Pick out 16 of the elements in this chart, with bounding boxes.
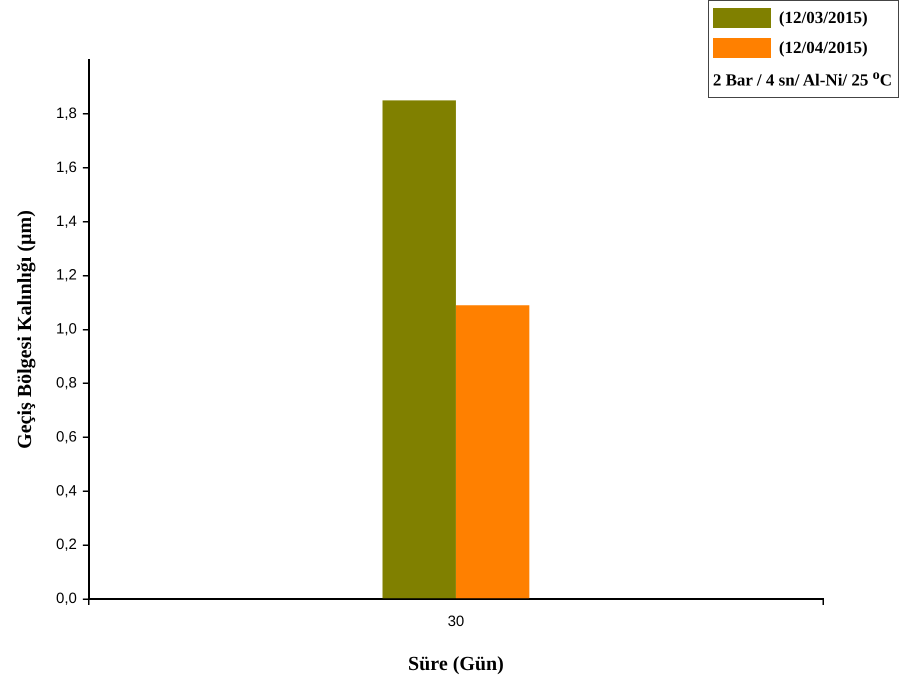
- y-tick-label: 1,6: [56, 158, 77, 176]
- x-axis-title: Süre (Gün): [408, 653, 504, 676]
- legend-title: 2 Bar / 4 sn/ Al-Ni/ 25 $^{o}$C: [712, 67, 892, 91]
- legend-label: (12/03/2015): [778, 8, 868, 28]
- y-tick-label: 1,8: [56, 105, 77, 122]
- legend-label: (12/04/2015): [778, 38, 868, 58]
- y-axis-title: Geçiş Bölgesi Kalınlığı (µm): [14, 210, 36, 449]
- y-tick-label: 0,4: [56, 482, 77, 500]
- x-tick-label: 30: [448, 613, 464, 630]
- y-tick-label: 0,6: [56, 428, 77, 446]
- y-tick-label: 0,8: [56, 374, 77, 392]
- y-tick-label: 0,0: [56, 590, 77, 608]
- y-tick-label: 1,0: [56, 320, 77, 338]
- y-tick-label: 1,2: [56, 266, 77, 284]
- y-tick-label: 0,2: [56, 536, 77, 554]
- y-tick-label: 1,4: [56, 212, 77, 230]
